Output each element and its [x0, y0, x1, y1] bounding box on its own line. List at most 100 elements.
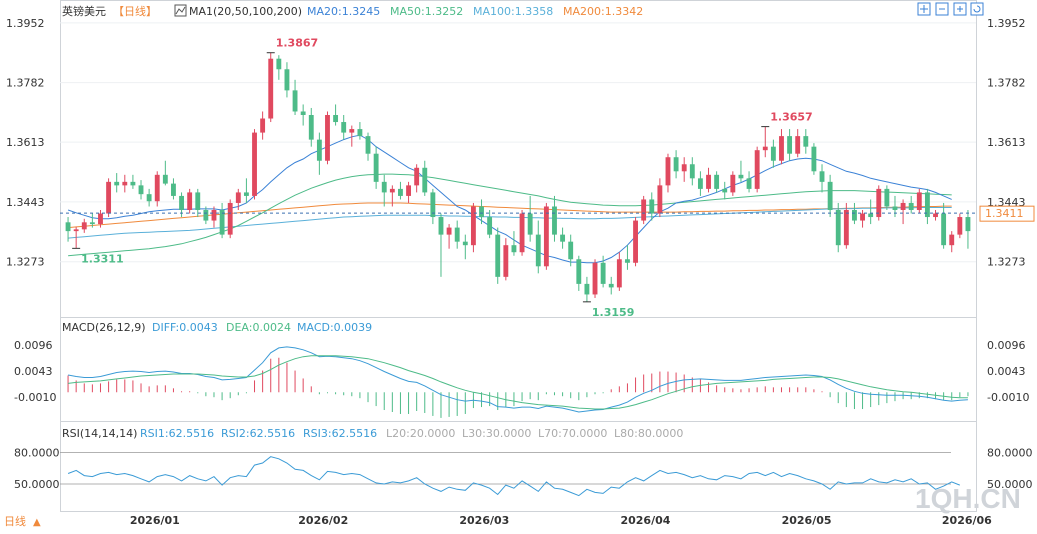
ma200-value: MA200:1.3342: [563, 5, 643, 18]
period-toggle[interactable]: 日线: [4, 514, 26, 528]
candle-up: [641, 199, 647, 221]
candle-down: [243, 192, 249, 196]
candle-up: [81, 222, 87, 230]
candle-down: [568, 241, 574, 260]
price-tick-left: 1.3273: [6, 256, 45, 269]
candle-up: [470, 206, 476, 246]
candle-down: [941, 213, 947, 246]
ma-indicator-label[interactable]: MA1(20,50,100,200): [189, 5, 302, 18]
candle-up: [187, 192, 193, 210]
candle-down: [600, 262, 606, 284]
candle-down: [292, 90, 298, 112]
candle-up: [933, 213, 938, 218]
rsi-title: RSI(14,14,14): [62, 427, 137, 440]
candle-down: [527, 213, 533, 235]
price-tick-left: 1.3613: [6, 136, 45, 149]
rsi-tick-right: 50.0000: [987, 478, 1033, 491]
symbol-title: 英镑美元: [62, 4, 106, 18]
candle-up: [779, 136, 784, 161]
candle-up: [730, 174, 736, 193]
candle-up: [860, 213, 865, 221]
period-label: 【日线】: [113, 4, 157, 18]
crosshair-icon[interactable]: [917, 2, 931, 16]
l80-value: L80:80.0000: [614, 427, 683, 440]
price-tick-right: 1.3443: [987, 196, 1026, 209]
candle-down: [495, 234, 501, 277]
macd-tick-right: 0.0096: [987, 339, 1026, 352]
macd-diff-line: [68, 346, 968, 413]
candle-up: [519, 213, 525, 253]
candle-down: [308, 115, 314, 140]
axis-labels: 1.3952 1.3952 1.3782 1.3782 1.3613 1.3613 1.34…: [6, 17, 1033, 527]
candle-down: [649, 199, 655, 214]
candle-down: [697, 178, 703, 189]
candle-down: [195, 192, 201, 210]
period-toggle-arrow-icon[interactable]: ▲: [33, 517, 41, 528]
price-grid: [60, 22, 976, 263]
candle-up: [762, 146, 768, 151]
candle-down: [552, 206, 557, 235]
indicator-toggle-icon[interactable]: [174, 4, 187, 17]
ma20-value: MA20:1.3245: [307, 5, 380, 18]
candle-up: [843, 210, 849, 246]
candle-down: [462, 241, 468, 246]
candle-down: [454, 227, 460, 242]
zoom-out-icon[interactable]: [935, 2, 949, 16]
candle-up: [406, 185, 411, 196]
candle-down: [511, 245, 517, 253]
price-tick-left: 1.3782: [6, 77, 45, 90]
price-panel-frame: [60, 0, 977, 318]
candle-up: [349, 129, 355, 133]
candle-down: [852, 210, 857, 221]
rsi2-value: RSI2:62.5516: [221, 427, 295, 440]
candle-down: [535, 234, 541, 267]
x-tick-label: 2026/02: [298, 514, 348, 527]
candle-down: [398, 188, 403, 196]
price-tick-right: 1.3782: [987, 77, 1026, 90]
candle-down: [835, 210, 841, 246]
candle-down: [965, 217, 971, 232]
candle-down: [787, 136, 793, 154]
x-tick-label: 2026/04: [620, 514, 670, 527]
candle-down: [373, 153, 379, 182]
candle-up: [325, 115, 330, 161]
ma50-value: MA50:1.3252: [390, 5, 463, 18]
candle-down: [908, 202, 914, 210]
candle-up: [900, 202, 906, 210]
candle-down: [738, 174, 744, 179]
candle-down: [146, 194, 152, 202]
candle-up: [73, 229, 79, 232]
ma100-line: [68, 207, 952, 239]
l30-value: L30:30.0000: [462, 427, 531, 440]
rsi-tick-right: 80.0000: [987, 447, 1033, 460]
candle-down: [560, 234, 566, 242]
candle-up: [268, 58, 274, 119]
candle-up: [235, 192, 241, 203]
annotation-high-1: 1.3867: [276, 37, 318, 50]
zoom-in-icon[interactable]: [953, 2, 967, 16]
candle-up: [503, 245, 509, 277]
current-price-box: [979, 205, 1035, 222]
candle-up: [260, 118, 266, 133]
macd-indicator: [67, 346, 969, 418]
candle-up: [98, 213, 103, 225]
candle-down: [162, 174, 168, 184]
candle-down: [608, 283, 614, 288]
current-price-label: 1.3411: [985, 207, 1024, 220]
rsi1-value: RSI1:62.5516: [140, 427, 214, 440]
candle-down: [422, 167, 428, 193]
candle-down: [171, 183, 176, 196]
candle-down: [924, 192, 930, 218]
candle-down: [341, 122, 347, 133]
rsi-tick-left: 80.0000: [14, 447, 60, 460]
macd-dea-line: [68, 355, 968, 410]
ma200-line: [68, 202, 952, 229]
candle-down: [576, 259, 582, 284]
candle-down: [714, 174, 720, 189]
candle-down: [722, 188, 728, 193]
candle-down: [746, 178, 752, 189]
annotation-high-2: 1.3657: [770, 111, 812, 124]
candle-up: [389, 188, 395, 193]
restore-icon[interactable]: [970, 2, 984, 16]
